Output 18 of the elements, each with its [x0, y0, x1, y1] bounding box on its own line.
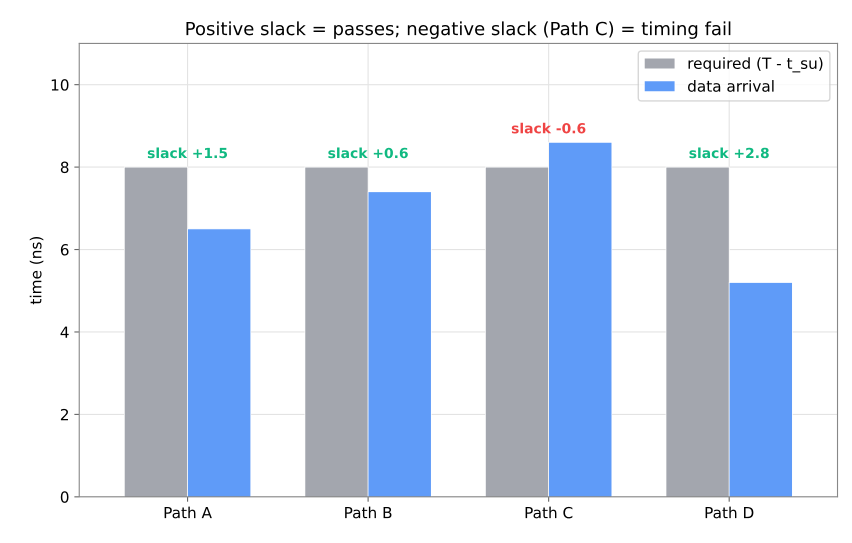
y-axis-title: time (ns) [30, 236, 44, 304]
y-tick-label: 8 [60, 162, 68, 174]
chart-title: Positive slack = passes; negative slack (Path C) = timing fail [186, 21, 730, 39]
legend-label: required (T - t_su) [688, 57, 822, 72]
y-tick-label: 4 [60, 326, 69, 338]
y-tick-label: 2 [60, 408, 68, 420]
x-tick-label: Path B [345, 506, 392, 518]
annotation: slack +1.5 [148, 147, 228, 158]
annotation: slack +0.6 [328, 147, 408, 158]
x-tick-label: Path C [526, 506, 572, 518]
y-tick-label: 10 [52, 79, 68, 91]
y-tick-label: 0 [60, 491, 68, 503]
annotation: slack -0.6 [512, 122, 586, 134]
legend-label: data arrival [688, 80, 774, 92]
y-tick-label: 6 [60, 244, 69, 256]
annotation: slack +2.8 [689, 147, 769, 158]
x-tick-label: Path D [706, 506, 754, 518]
x-tick-label: Path A [164, 506, 212, 518]
